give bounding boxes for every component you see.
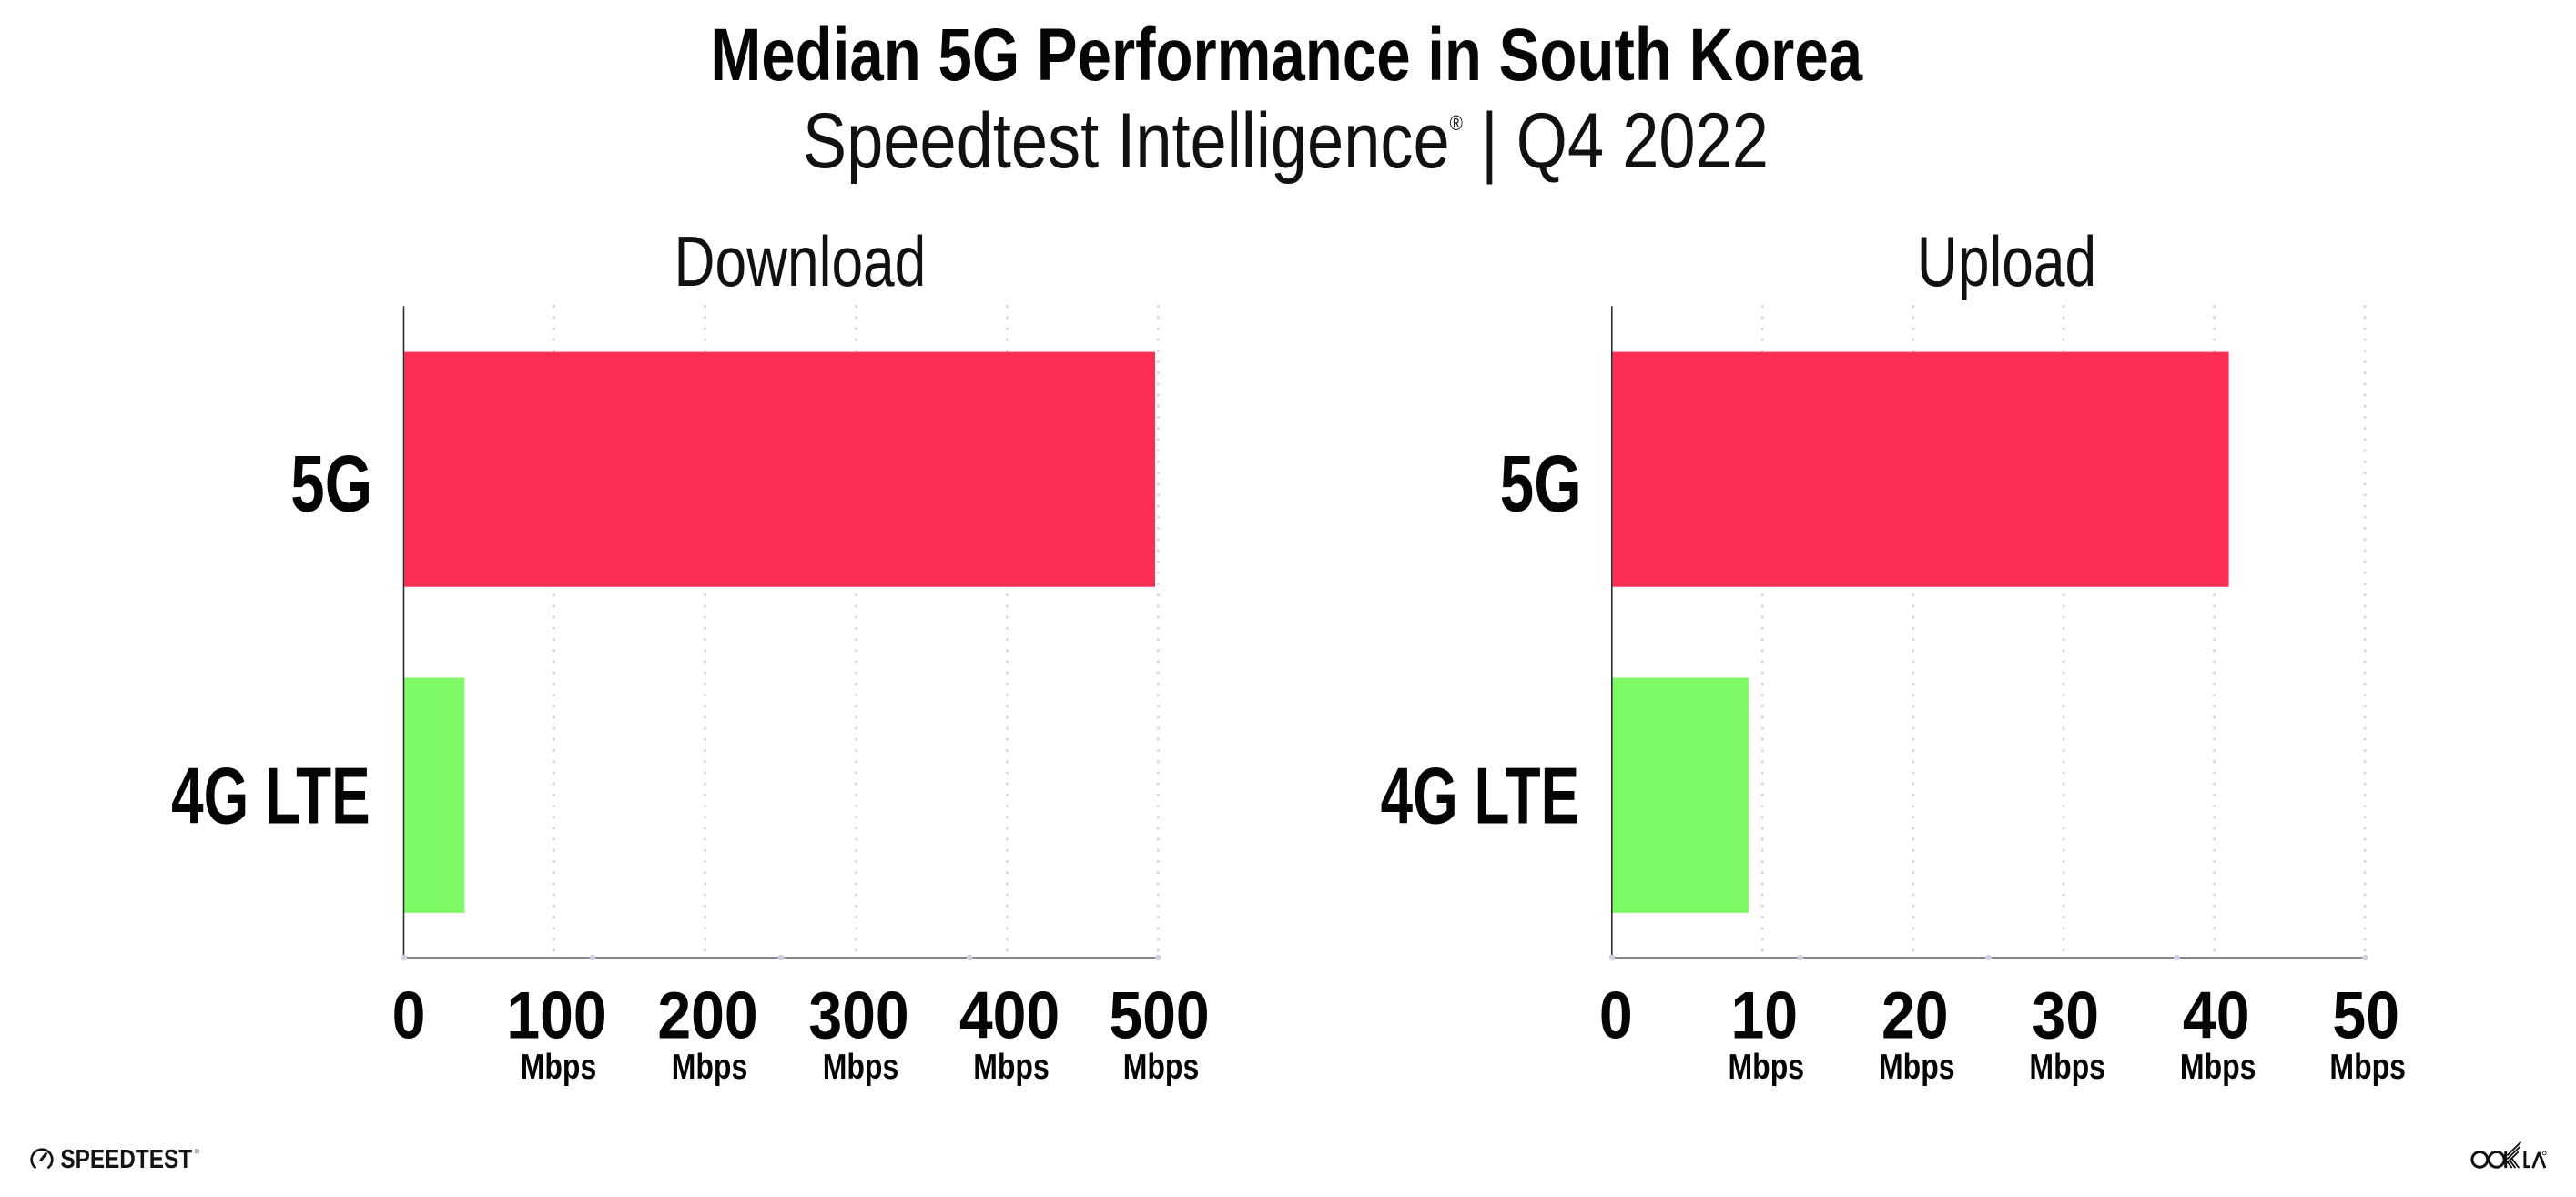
svg-text:100: 100 [506,978,606,1052]
svg-text:40: 40 [2183,978,2250,1052]
svg-text:Mbps: Mbps [823,1047,899,1087]
svg-text:Speedtest Intelligence® | Q4 2: Speedtest Intelligence® | Q4 2022 [803,96,1769,184]
svg-text:200: 200 [657,978,757,1052]
svg-text:®: ® [195,1148,200,1155]
svg-text:Mbps: Mbps [2029,1047,2105,1087]
svg-text:5G: 5G [1500,439,1582,529]
svg-text:5G: 5G [290,439,372,529]
svg-text:Upload: Upload [1917,221,2096,300]
svg-text:Mbps: Mbps [973,1047,1050,1087]
svg-text:0: 0 [392,978,426,1052]
svg-text:20: 20 [1881,978,1949,1052]
svg-text:300: 300 [808,978,908,1052]
svg-text:500: 500 [1109,978,1209,1052]
svg-text:4G LTE: 4G LTE [1381,751,1580,840]
svg-text:30: 30 [2032,978,2099,1052]
svg-text:Mbps: Mbps [2180,1047,2257,1087]
svg-text:0: 0 [1599,978,1633,1052]
svg-text:Mbps: Mbps [672,1047,748,1087]
svg-text:Mbps: Mbps [521,1047,597,1087]
svg-text:400: 400 [959,978,1060,1052]
svg-text:Mbps: Mbps [1879,1047,1955,1087]
svg-text:Mbps: Mbps [1729,1047,1805,1087]
svg-text:Mbps: Mbps [2329,1047,2406,1087]
svg-text:10: 10 [1731,978,1799,1052]
svg-text:SPEEDTEST: SPEEDTEST [60,1144,192,1173]
svg-text:Download: Download [674,221,927,300]
svg-text:4G LTE: 4G LTE [171,751,370,840]
svg-text:Median 5G Performance in South: Median 5G Performance in South Korea [710,13,1863,96]
svg-text:Mbps: Mbps [1123,1047,1200,1087]
svg-text:50: 50 [2332,978,2399,1052]
